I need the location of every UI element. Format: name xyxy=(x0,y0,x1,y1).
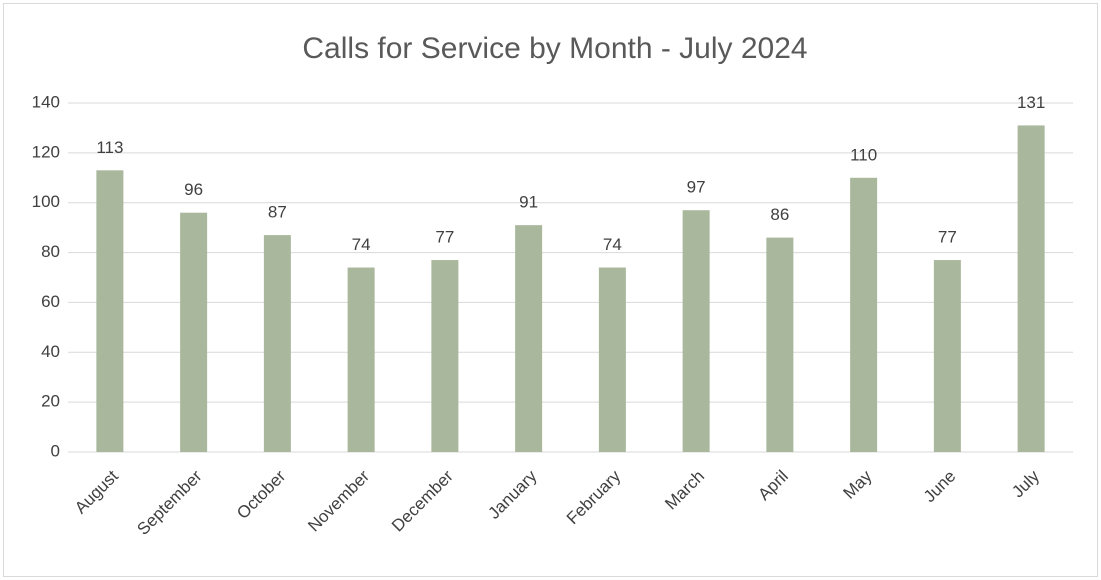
y-tick-label: 40 xyxy=(41,342,60,361)
bar xyxy=(431,260,459,452)
bar xyxy=(180,212,208,452)
y-tick-label: 80 xyxy=(41,242,60,261)
data-label: 96 xyxy=(184,180,203,199)
bar xyxy=(598,267,626,452)
y-tick-label: 120 xyxy=(32,142,60,161)
data-label: 86 xyxy=(770,205,789,224)
data-label: 131 xyxy=(1017,93,1045,112)
y-tick-label: 0 xyxy=(51,441,60,460)
data-label: 113 xyxy=(96,138,123,157)
data-label: 74 xyxy=(352,235,371,254)
data-label: 87 xyxy=(268,203,287,222)
bar xyxy=(850,177,878,453)
bar xyxy=(1017,125,1045,452)
y-tick-label: 100 xyxy=(32,192,60,211)
bar xyxy=(263,235,291,452)
bar xyxy=(682,210,710,452)
data-label: 77 xyxy=(938,228,957,247)
data-label: 91 xyxy=(519,193,538,212)
chart-title: Calls for Service by Month - July 2024 xyxy=(302,32,807,65)
bar xyxy=(766,237,794,452)
data-label: 77 xyxy=(435,228,454,247)
data-label: 74 xyxy=(603,235,622,254)
bar xyxy=(515,225,543,452)
data-label: 110 xyxy=(850,145,877,164)
bar xyxy=(96,170,124,453)
data-label: 97 xyxy=(687,178,706,197)
y-tick-label: 140 xyxy=(32,92,60,111)
bar xyxy=(347,267,375,452)
y-tick-label: 20 xyxy=(41,392,60,411)
y-tick-label: 60 xyxy=(41,292,60,311)
bar xyxy=(933,260,961,452)
